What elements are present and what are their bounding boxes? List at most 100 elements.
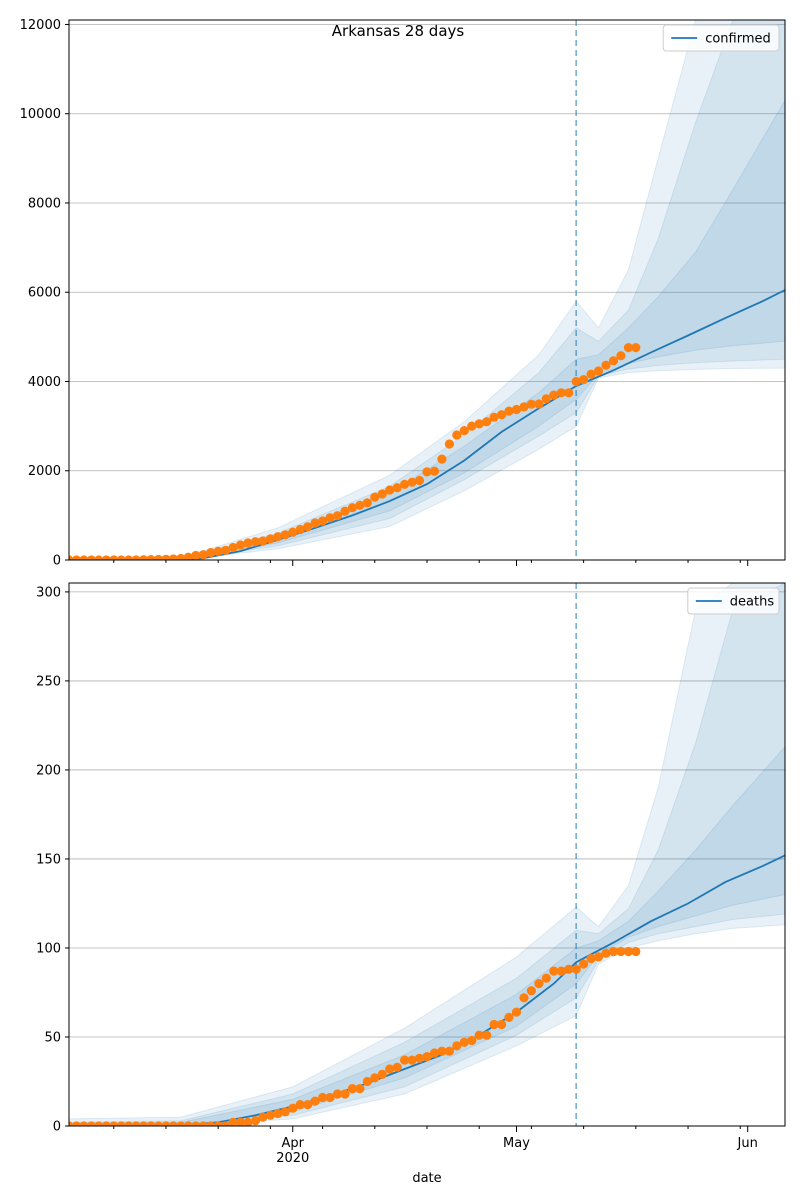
observed-point — [235, 1117, 246, 1126]
observed-point — [250, 537, 261, 547]
y-tick-label: 6000 — [28, 286, 61, 301]
observed-point — [124, 1121, 134, 1126]
observed-point — [198, 1121, 208, 1126]
observed-point — [124, 555, 134, 560]
observed-point — [318, 1092, 328, 1103]
observed-point — [161, 554, 171, 560]
observed-point — [400, 479, 410, 489]
observed-point — [474, 1030, 484, 1040]
observed-point — [168, 1121, 178, 1126]
observed-point — [474, 419, 484, 429]
observed-point — [213, 546, 223, 557]
observed-point — [347, 1084, 357, 1094]
observed-point — [228, 542, 238, 553]
observed-point — [153, 1121, 164, 1126]
y-tick-label: 300 — [36, 585, 61, 600]
observed-point — [355, 500, 365, 510]
uncertainty-band — [69, 746, 785, 1126]
observed-point — [534, 979, 544, 989]
observed-point — [407, 477, 417, 487]
observed-point — [385, 1064, 395, 1074]
observed-point — [444, 439, 454, 449]
observed-point — [101, 555, 111, 560]
plot-area — [69, 583, 785, 1126]
observed-point — [221, 545, 231, 555]
observed-point — [392, 1062, 402, 1072]
observed-point — [452, 1041, 462, 1051]
y-tick-label: 150 — [36, 852, 61, 867]
observed-point — [586, 954, 596, 964]
observed-point — [303, 1100, 313, 1110]
observed-point — [579, 375, 589, 385]
observed-point — [183, 1121, 193, 1126]
observed-point — [109, 1121, 119, 1126]
legend-box — [687, 587, 780, 615]
legend-label: deaths — [730, 595, 775, 610]
observed-point — [347, 503, 357, 513]
observed-point — [608, 356, 619, 366]
observed-point — [288, 1103, 298, 1113]
observed-point — [541, 394, 551, 404]
observed-point — [370, 1073, 380, 1083]
observed-point — [616, 351, 626, 361]
observed-point — [265, 1110, 275, 1120]
observed-point — [579, 959, 589, 969]
observed-point — [497, 1019, 507, 1030]
observed-point — [564, 388, 574, 398]
observed-point — [414, 475, 425, 486]
observed-point — [273, 1108, 283, 1119]
observed-point — [601, 948, 611, 958]
observed-point — [79, 555, 89, 560]
observed-point — [526, 986, 537, 996]
observed-point — [497, 410, 507, 420]
legend-label: confirmed — [705, 32, 771, 47]
observed-point — [593, 366, 604, 376]
plot-area — [69, 20, 785, 560]
observed-point — [459, 1037, 469, 1047]
legend: deaths — [687, 587, 780, 615]
observed-point — [191, 1121, 201, 1126]
uncertainty-band — [69, 583, 785, 1126]
observed-point — [303, 522, 313, 532]
observed-point — [437, 454, 447, 464]
chart-title: Arkansas 28 days — [332, 22, 465, 40]
observed-point — [139, 555, 149, 560]
uncertainty-band — [180, 99, 785, 560]
observed-point — [489, 1019, 499, 1030]
observed-point — [362, 1076, 372, 1087]
observed-point — [318, 516, 328, 526]
x-tick-label: May — [503, 1136, 530, 1151]
observed-point — [467, 421, 477, 431]
observed-point — [71, 1121, 82, 1126]
observed-point — [176, 1121, 186, 1126]
observed-point — [504, 406, 514, 416]
observed-point — [325, 513, 335, 523]
x-tick-sublabel: 2020 — [276, 1151, 309, 1166]
observed-point — [295, 1100, 305, 1110]
observed-point — [631, 946, 641, 957]
observed-point — [265, 534, 275, 544]
observed-point — [482, 1030, 492, 1040]
observed-point — [631, 343, 641, 353]
observed-point — [429, 466, 440, 476]
observed-point — [131, 1121, 141, 1126]
y-tick-label: 2000 — [28, 464, 61, 479]
observed-point — [332, 511, 343, 521]
y-tick-label: 0 — [53, 1120, 61, 1135]
observed-point — [519, 993, 529, 1003]
observed-point — [183, 552, 193, 560]
observed-point — [71, 555, 82, 560]
legend: confirmed — [662, 24, 780, 52]
observed-point — [593, 952, 604, 962]
observed-point — [139, 1121, 149, 1126]
observed-point — [153, 554, 164, 560]
observed-point — [534, 399, 544, 409]
y-tick-label: 12000 — [20, 18, 61, 33]
observed-point — [101, 1121, 111, 1126]
observed-point — [519, 402, 529, 412]
observed-point — [94, 1121, 104, 1126]
observed-point — [362, 498, 372, 508]
observed-point — [288, 527, 298, 537]
observed-point — [504, 1012, 514, 1023]
